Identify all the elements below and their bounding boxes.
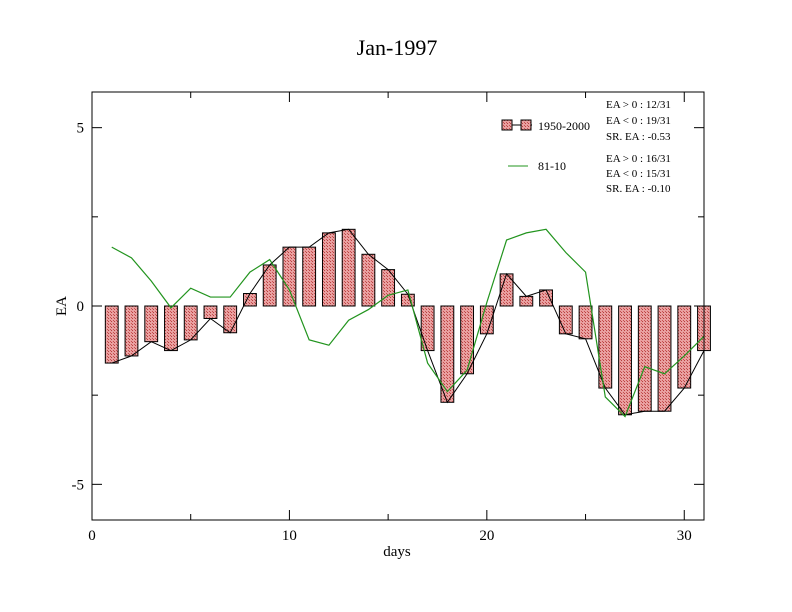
bar: [400, 293, 415, 307]
x-axis-label: days: [383, 544, 411, 560]
stat-81-10-line-1: EA > 0 : 16/31: [606, 153, 671, 165]
y-tick-label: 5: [77, 121, 85, 137]
bar: [203, 305, 218, 319]
series-line-1950-2000: [111, 228, 705, 416]
stat-81-10-line-3: SR. EA : -0.10: [606, 183, 671, 195]
series-line-81-10: [111, 228, 705, 418]
stat-1950-2000-line-2: EA < 0 : 19/31: [606, 115, 671, 127]
y-axis-label: EA: [54, 296, 70, 316]
bar: [578, 305, 593, 340]
legend-swatch-bar-1950-2000: [501, 119, 513, 131]
bar: [539, 289, 553, 307]
stat-81-10-line-2: EA < 0 : 15/31: [606, 168, 671, 180]
bar: [164, 305, 178, 352]
stat-1950-2000-line-1: EA > 0 : 12/31: [606, 99, 671, 111]
bar: [420, 305, 435, 352]
bar: [144, 305, 159, 343]
bar: [361, 253, 376, 307]
x-tick-label: 10: [282, 528, 297, 544]
bar: [657, 305, 672, 412]
bar: [519, 295, 534, 307]
bar: [558, 305, 573, 335]
x-tick-label: 30: [677, 528, 692, 544]
legend-label-1950-2000: 1950-2000: [538, 119, 590, 133]
legend-swatch-bar-1950-2000-b: [520, 119, 532, 131]
legend: 1950-2000 81-10 EA > 0 : 12/31 EA < 0 : …: [501, 99, 671, 195]
bar: [223, 305, 238, 334]
bar: [321, 232, 336, 307]
y-tick-label: 0: [77, 299, 85, 315]
bar: [302, 246, 317, 307]
legend-label-81-10: 81-10: [538, 159, 566, 173]
y-tick-label: -5: [72, 477, 85, 493]
bar: [104, 305, 119, 364]
bar: [341, 228, 356, 307]
stat-1950-2000-line-3: SR. EA : -0.53: [606, 131, 671, 143]
bar: [124, 305, 139, 357]
x-tick-label: 20: [479, 528, 494, 544]
bar: [440, 305, 455, 403]
x-tick-label: 0: [88, 528, 96, 544]
bar: [618, 305, 632, 416]
bar: [637, 305, 652, 412]
bar: [677, 305, 692, 389]
bar: [282, 246, 297, 307]
bar: [243, 293, 257, 307]
chart-title: Jan-1997: [357, 35, 438, 60]
